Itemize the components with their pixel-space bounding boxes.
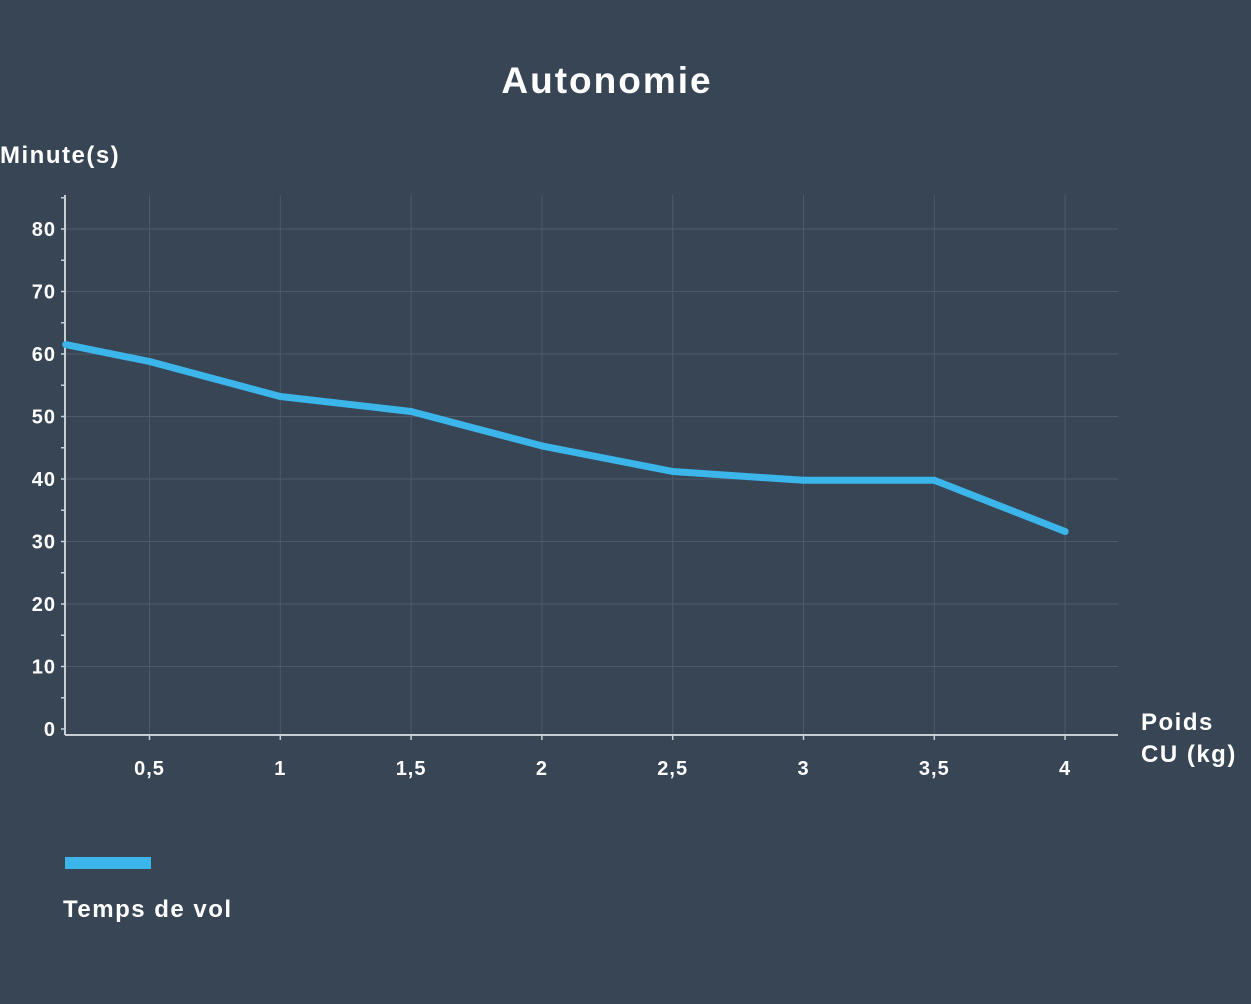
data-point-0-8 [1061, 528, 1069, 535]
x-tick-label-4: 4 [1059, 758, 1071, 780]
legend: Temps de vol [63, 857, 233, 923]
data-point-0-1 [146, 358, 153, 365]
y-tick-label-50: 50 [32, 407, 56, 429]
x-tick-label-3: 3 [797, 758, 809, 780]
data-point-0-2 [276, 393, 284, 400]
series-line-0 [62, 341, 1069, 535]
y-tick-label-20: 20 [32, 594, 56, 616]
x-tick-label-2: 2 [536, 758, 548, 780]
x-tick-label-0-5: 0,5 [134, 758, 165, 780]
y-tick-label-40: 40 [32, 469, 56, 491]
chart-title: Autonomie [501, 60, 712, 101]
x-axis-label-line-1: Poids [1141, 709, 1214, 736]
data-point-0-6 [800, 476, 807, 484]
data-point-0-4 [538, 442, 546, 450]
data-point-0-3 [407, 408, 415, 415]
y-axis-label: Minute(s) [0, 142, 120, 169]
y-tick-label-60: 60 [32, 344, 56, 366]
data-point-0-7 [930, 476, 938, 484]
x-tick-label-3-5: 3,5 [919, 758, 950, 780]
y-tick-label-70: 70 [32, 282, 56, 304]
x-tick-label-2-5: 2,5 [657, 758, 688, 780]
tick-labels: 0 10 20 30 40 50 60 70 80 0,5 1 1,5 2 2,5 3 3,5 4 [32, 219, 1071, 780]
legend-swatch-temps-de-vol [65, 857, 151, 869]
x-tick-label-1-5: 1,5 [396, 758, 427, 780]
data-point-0-5 [669, 468, 677, 475]
series-layer [62, 341, 1069, 535]
data-point-0-0 [62, 341, 70, 349]
grid [65, 195, 1118, 735]
x-tick-label-1: 1 [274, 758, 286, 780]
y-tick-label-10: 10 [32, 657, 56, 679]
y-tick-label-0: 0 [44, 719, 56, 741]
axes [61, 195, 1118, 740]
x-axis-label-line-2: CU (kg) [1141, 741, 1237, 768]
y-tick-label-30: 30 [32, 532, 56, 554]
legend-label-temps-de-vol: Temps de vol [63, 896, 233, 923]
y-tick-label-80: 80 [32, 219, 56, 241]
